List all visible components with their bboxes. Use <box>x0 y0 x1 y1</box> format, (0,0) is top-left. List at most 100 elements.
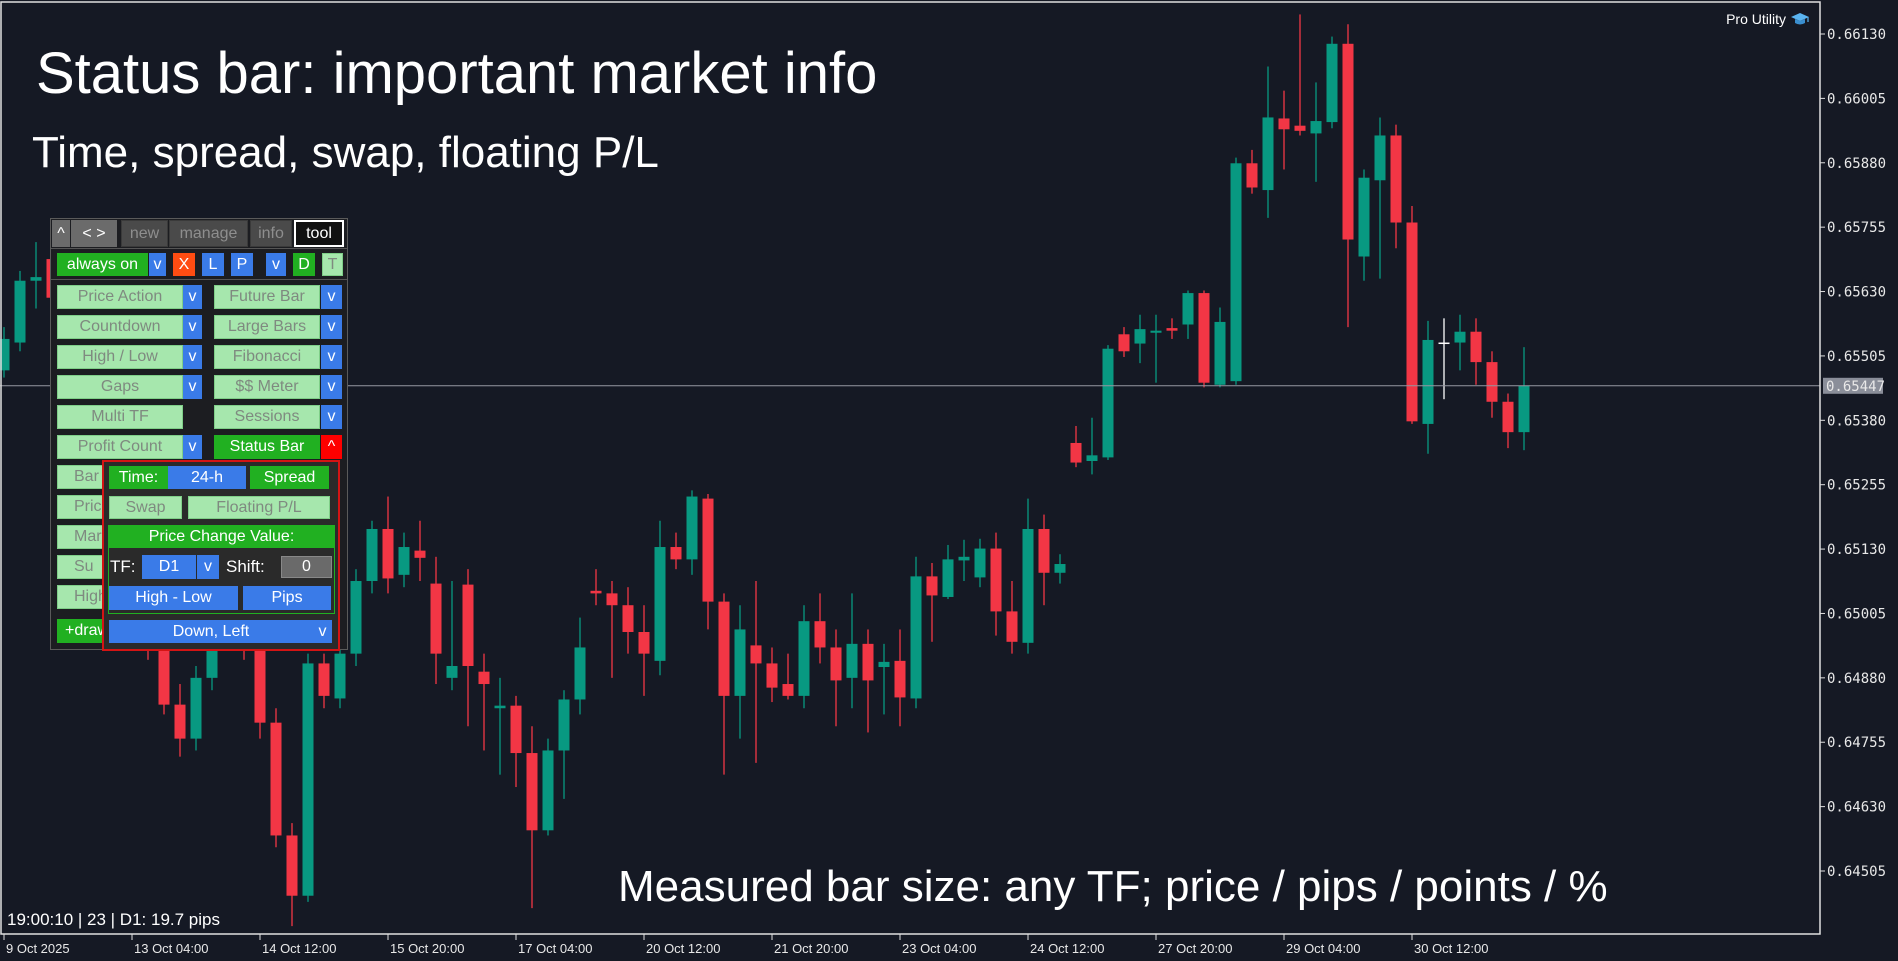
candle <box>910 556 922 709</box>
candle-body <box>606 593 618 606</box>
candle <box>814 593 826 664</box>
candle <box>1070 425 1082 468</box>
candle <box>1198 290 1210 388</box>
sessions-button[interactable]: Sessions <box>214 405 320 429</box>
x-button[interactable]: X <box>173 253 195 276</box>
candle-body <box>1406 222 1418 422</box>
price-change-value-toggle[interactable]: Price Change Value: <box>108 525 335 548</box>
bottom-caption: Measured bar size: any TF; price / pips … <box>618 862 1608 911</box>
candle-body <box>750 645 762 664</box>
countdown-dropdown[interactable]: v <box>183 315 202 339</box>
candle-body <box>974 548 986 578</box>
candle <box>398 532 410 588</box>
sessions-dropdown[interactable]: v <box>321 405 342 429</box>
candle-body <box>910 576 922 699</box>
candle <box>414 520 426 582</box>
candle-body <box>894 660 906 698</box>
d-button[interactable]: D <box>293 253 315 276</box>
money-meter-button[interactable]: $$ Meter <box>214 375 320 399</box>
y-tick-label: 0.64505 <box>1827 864 1886 880</box>
tab-info[interactable]: info <box>250 220 292 247</box>
candle <box>30 242 42 309</box>
p-button[interactable]: P <box>231 253 253 276</box>
graduation-cap-icon <box>1791 13 1809 25</box>
unit-button[interactable]: Pips <box>243 586 331 610</box>
always-on-button[interactable]: always on <box>57 253 148 276</box>
floating-pl-toggle[interactable]: Floating P/L <box>188 496 330 519</box>
candle <box>622 587 634 654</box>
candle-body <box>30 277 42 281</box>
tab-manage[interactable]: manage <box>169 220 248 247</box>
countdown-button[interactable]: Countdown <box>57 315 183 339</box>
large-bars-button[interactable]: Large Bars <box>214 315 320 339</box>
time-toggle[interactable]: Time: <box>109 466 168 489</box>
y-tick-label: 0.65130 <box>1827 542 1886 558</box>
position-select[interactable]: Down, Left <box>109 620 313 643</box>
candle <box>526 726 538 909</box>
v-button[interactable]: v <box>266 253 286 276</box>
price-action-dropdown[interactable]: v <box>183 285 202 309</box>
tab-new[interactable]: new <box>121 220 168 247</box>
profit-count-dropdown[interactable]: v <box>183 435 202 459</box>
swap-toggle[interactable]: Swap <box>109 496 182 519</box>
candle <box>382 496 394 594</box>
range-mode-button[interactable]: High - Low <box>109 586 238 610</box>
candle-body <box>254 647 266 723</box>
candle <box>1118 327 1130 357</box>
high-low-dropdown[interactable]: v <box>183 345 202 369</box>
current-price-label: 0.65447 <box>1826 379 1885 395</box>
tf-select[interactable]: D1 <box>142 555 196 579</box>
candle-body <box>622 605 634 633</box>
candle <box>446 581 458 691</box>
x-tick-label: 21 Oct 20:00 <box>774 941 848 956</box>
y-tick-label: 0.65380 <box>1827 413 1886 429</box>
collapse-button[interactable]: ^ <box>52 220 70 247</box>
future-bar-button[interactable]: Future Bar <box>214 285 320 309</box>
candle-body <box>718 601 730 696</box>
y-tick-label: 0.66005 <box>1827 91 1886 107</box>
candle <box>846 593 858 709</box>
candle <box>894 629 906 727</box>
multi-tf-button[interactable]: Multi TF <box>57 405 183 429</box>
candle <box>798 605 810 709</box>
money-meter-dropdown[interactable]: v <box>321 375 342 399</box>
candle <box>1182 290 1194 339</box>
y-tick-label: 0.64755 <box>1827 735 1886 751</box>
tab-tool[interactable]: tool <box>294 220 344 247</box>
candle <box>366 520 378 594</box>
candle-body <box>1454 331 1466 343</box>
gaps-dropdown[interactable]: v <box>183 375 202 399</box>
y-tick-label: 0.65255 <box>1827 478 1886 494</box>
candle <box>862 629 874 733</box>
tf-dropdown[interactable]: v <box>197 555 219 579</box>
candle-body <box>318 663 330 696</box>
profit-count-button[interactable]: Profit Count <box>57 435 183 459</box>
always-on-dropdown[interactable]: v <box>149 253 166 276</box>
candle <box>1246 149 1258 194</box>
status-bar-button[interactable]: Status Bar <box>214 435 320 459</box>
position-dropdown[interactable]: v <box>313 620 332 643</box>
candle-body <box>1374 135 1386 181</box>
spread-toggle[interactable]: Spread <box>250 466 329 489</box>
candle <box>782 653 794 700</box>
status-bar-collapse[interactable]: ^ <box>321 435 342 459</box>
future-bar-dropdown[interactable]: v <box>321 285 342 309</box>
high-low-button[interactable]: High / Low <box>57 345 183 369</box>
candle-body <box>190 677 202 739</box>
large-bars-dropdown[interactable]: v <box>321 315 342 339</box>
candle-body <box>1326 43 1338 123</box>
price-action-button[interactable]: Price Action <box>57 285 183 309</box>
l-button[interactable]: L <box>202 253 224 276</box>
time-axis: 9 Oct 2025 13 Oct 04:00 14 Oct 12:00 15 Oct… <box>3 934 1488 956</box>
candle <box>878 643 890 715</box>
gaps-button[interactable]: Gaps <box>57 375 183 399</box>
nav-arrows-button[interactable]: < > <box>71 220 117 247</box>
fibonacci-button[interactable]: Fibonacci <box>214 345 320 369</box>
x-tick-label: 9 Oct 2025 <box>6 941 70 956</box>
candle-body <box>926 576 938 596</box>
fibonacci-dropdown[interactable]: v <box>321 345 342 369</box>
shift-input[interactable]: 0 <box>281 556 332 578</box>
t-button[interactable]: T <box>322 253 343 276</box>
time-format-button[interactable]: 24-h <box>168 466 246 489</box>
x-tick-label: 23 Oct 04:00 <box>902 941 976 956</box>
